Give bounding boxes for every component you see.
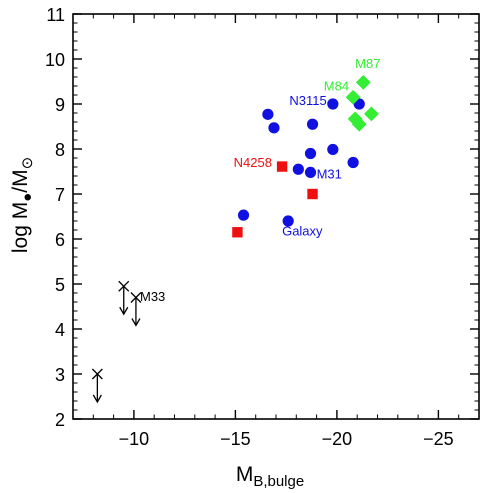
x-tick-label: −25 xyxy=(423,429,454,449)
x-axis-ticks: −10 −15 −20 −25 xyxy=(72,14,480,449)
square-point xyxy=(276,161,288,172)
point-label: N4258 xyxy=(234,155,272,170)
y-tick-label: 4 xyxy=(55,320,65,340)
circle-point xyxy=(304,166,317,178)
data-marks xyxy=(91,75,379,404)
upper-limit-point xyxy=(118,280,130,316)
circle-point xyxy=(292,163,304,175)
limit-arrow-head xyxy=(92,394,102,404)
y-tick-label: 3 xyxy=(55,365,65,385)
y-tick-label: 8 xyxy=(55,140,65,160)
y-tick-label: 9 xyxy=(55,95,65,115)
point-label: M84 xyxy=(324,79,349,94)
point-label: Galaxy xyxy=(282,223,323,238)
circle-point xyxy=(327,98,339,110)
circle-point xyxy=(268,122,280,134)
diamond-point xyxy=(364,106,379,122)
diamond-point xyxy=(351,116,367,132)
circle-point xyxy=(282,215,294,227)
square-point xyxy=(232,227,243,238)
y-tick-label: 5 xyxy=(55,275,65,295)
limit-arrow-head xyxy=(131,318,141,327)
y-tick-label: 11 xyxy=(46,5,65,25)
y-tick-label: 10 xyxy=(45,50,65,70)
circle-point xyxy=(347,156,359,169)
x-tick-label: −20 xyxy=(322,429,353,449)
y-tick-label: 7 xyxy=(55,185,65,205)
circle-point xyxy=(306,118,319,130)
point-label: N3115 xyxy=(289,93,326,108)
point-annotations: N3115 M31 Galaxy N4258 M87 M84 M33 xyxy=(140,56,380,304)
x-axis-title: MB,bulge xyxy=(236,463,304,490)
square-point xyxy=(307,188,318,200)
y-axis-ticks: 2 3 4 5 6 7 8 9 10 11 xyxy=(45,5,479,430)
y-axis-title: log M●/M⊙ xyxy=(9,157,36,253)
point-label: M31 xyxy=(317,166,342,181)
circle-point xyxy=(262,108,274,120)
x-tick-label: −10 xyxy=(119,429,150,449)
diamond-point xyxy=(355,75,371,90)
limit-arrow-head xyxy=(119,306,129,316)
y-tick-label: 2 xyxy=(55,410,65,430)
upper-limit-point xyxy=(130,292,142,327)
point-label: M87 xyxy=(355,56,380,71)
y-tick-label: 6 xyxy=(55,230,65,250)
circle-point xyxy=(237,209,250,221)
point-label: M33 xyxy=(140,289,165,304)
diamond-point xyxy=(345,89,361,105)
x-tick-label: −15 xyxy=(220,429,251,449)
circle-point xyxy=(304,147,317,160)
circle-point xyxy=(327,143,339,156)
upper-limit-point xyxy=(91,368,103,404)
